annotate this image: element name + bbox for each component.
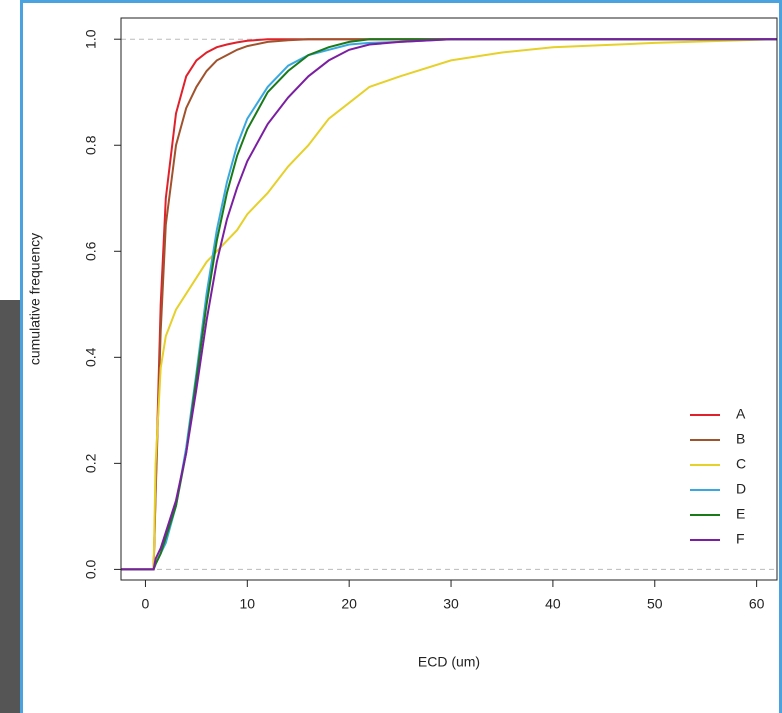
y-axis-label: cumulative frequency (27, 233, 43, 365)
x-tick-label: 60 (749, 596, 765, 612)
y-tick-label: 0.4 (83, 347, 99, 367)
series-line (121, 38, 777, 571)
frame-border (20, 0, 23, 713)
x-tick-label: 30 (443, 596, 459, 612)
legend-label: D (736, 481, 746, 497)
y-tick-label: 0.0 (83, 559, 99, 579)
x-tick-label: 0 (142, 596, 150, 612)
series-line (121, 38, 778, 571)
legend-label: E (736, 506, 745, 522)
legend-label: F (736, 531, 745, 547)
frame-border (20, 0, 782, 3)
x-tick-label: 50 (647, 596, 663, 612)
background-image (0, 300, 20, 713)
y-tick-label: 0.6 (83, 241, 99, 261)
legend-label: B (736, 431, 745, 447)
x-tick-label: 10 (240, 596, 256, 612)
y-tick-label: 0.2 (83, 453, 99, 473)
frame-border (779, 0, 782, 713)
y-tick-label: 1.0 (83, 29, 99, 49)
x-tick-label: 20 (341, 596, 357, 612)
legend-label: C (736, 456, 746, 472)
x-axis-label: ECD (um) (418, 654, 480, 670)
x-tick-label: 40 (545, 596, 561, 612)
legend-label: A (736, 406, 746, 422)
y-tick-label: 0.8 (83, 135, 99, 155)
plot-box (120, 17, 778, 581)
